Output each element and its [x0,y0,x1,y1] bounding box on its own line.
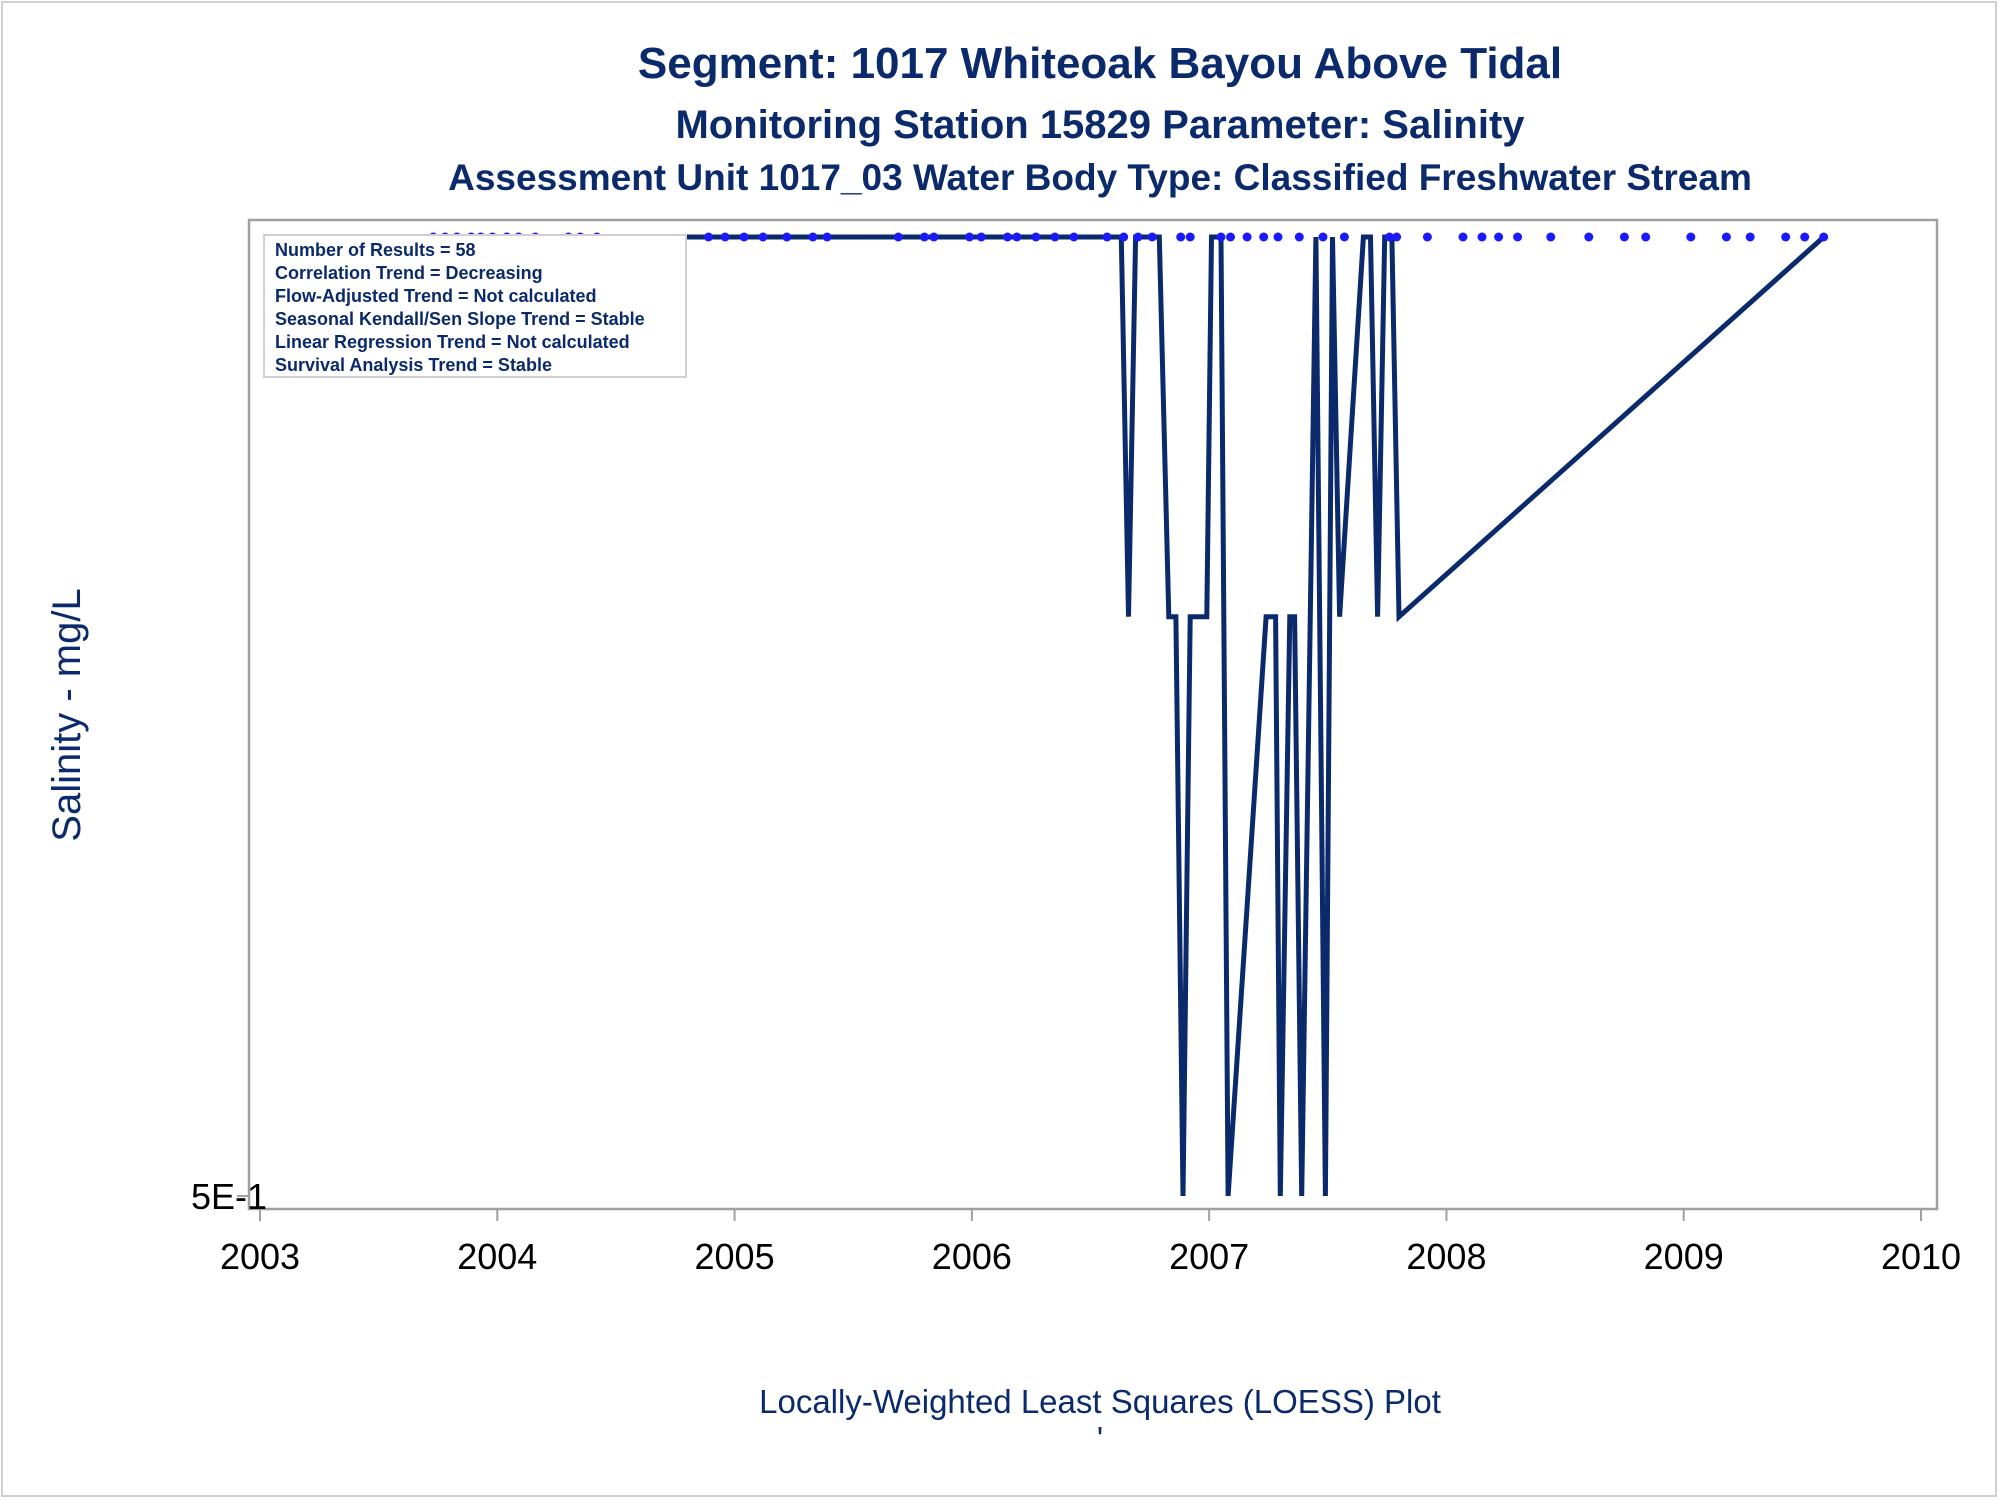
chart-subtitle-station: Monitoring Station 15829 Parameter: Sali… [675,103,1525,147]
data-point [1102,232,1112,242]
data-point [1385,232,1394,242]
data-point [1226,232,1235,242]
data-point [1686,232,1696,242]
x-axis-label: Locally-Weighted Least Squares (LOESS) P… [759,1383,1441,1420]
x-tick-label: 2005 [695,1236,775,1277]
data-point [1003,232,1012,242]
y-axis-label: Salinity - mg/L [45,588,89,841]
data-point [1546,232,1556,242]
data-point [1494,232,1504,242]
footer-mark: ' [1097,1420,1103,1457]
stats-box: Number of Results = 58 Correlation Trend… [263,234,687,378]
data-point [1458,232,1468,242]
data-point [976,232,986,242]
data-point [1242,232,1252,242]
data-point [1781,232,1791,242]
loess-line [433,234,1826,1197]
stats-linear-regression-trend: Linear Regression Trend = Not calculated [275,332,630,352]
data-point [1339,232,1349,242]
data-point [1069,232,1079,242]
data-point [1513,232,1523,242]
data-point [808,232,818,242]
data-point [893,232,903,242]
chart-subtitle-assessment: Assessment Unit 1017_03 Water Body Type:… [448,157,1752,198]
data-point [1318,232,1328,242]
data-point [1133,232,1143,242]
data-point [1294,232,1304,242]
data-point [929,232,939,242]
data-point [1619,232,1629,242]
data-point [965,232,974,242]
data-point [1012,232,1022,242]
chart-title: Segment: 1017 Whiteoak Bayou Above Tidal [638,39,1562,88]
data-point [1721,232,1731,242]
data-point [1584,232,1594,242]
x-tick-label: 2004 [457,1236,537,1277]
data-point [1273,232,1283,242]
stats-number-of-results: Number of Results = 58 [275,240,476,260]
stats-flow-adjusted-trend: Flow-Adjusted Trend = Not calculated [275,286,597,306]
data-point [1259,232,1269,242]
plot-area-frame [247,218,1939,1211]
data-point [782,232,792,242]
y-tick-label: 5E-1 [191,1176,267,1217]
data-point [739,232,749,242]
x-tick-label: 2008 [1406,1236,1486,1277]
data-point [1050,232,1060,242]
x-tick-label: 2007 [1169,1236,1249,1277]
data-point [704,232,713,242]
stats-correlation-trend: Correlation Trend = Decreasing [275,263,543,283]
x-tick-label: 2010 [1881,1236,1961,1277]
data-point [1745,232,1755,242]
stats-seasonal-kendall-trend: Seasonal Kendall/Sen Slope Trend = Stabl… [275,309,645,329]
x-tick-label: 2003 [220,1236,300,1277]
data-point [1216,232,1226,242]
data-point [1800,232,1810,242]
x-tick-label: 2009 [1644,1236,1724,1277]
stats-box-border [263,234,687,378]
data-point [919,232,929,242]
data-point [1185,232,1195,242]
x-tick-label: 2006 [932,1236,1012,1277]
data-point [1641,232,1651,242]
data-point [1119,232,1129,242]
stats-survival-analysis-trend: Survival Analysis Trend = Stable [275,355,552,375]
data-point [1819,232,1829,242]
data-point [1031,232,1041,242]
data-point [1477,232,1487,242]
data-point [758,232,768,242]
x-axis: 2003 2004 2005 2006 2007 2008 2009 2010 [220,1209,1961,1277]
data-point [720,232,730,242]
y-axis: 5E-1 [191,1176,267,1217]
data-point [1176,232,1186,242]
data-point [1422,232,1432,242]
data-point [822,232,832,242]
data-point [1147,232,1157,242]
data-point [1392,232,1402,242]
